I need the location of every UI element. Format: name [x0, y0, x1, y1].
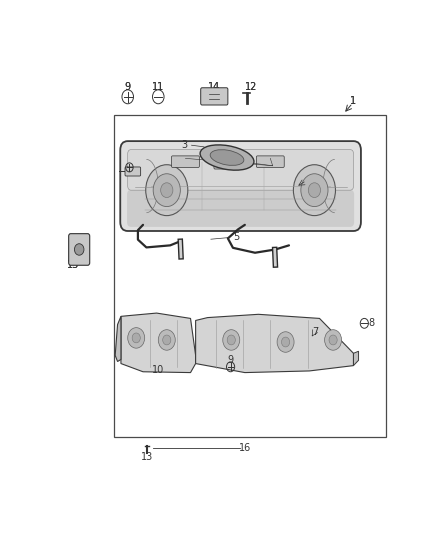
Text: 9: 9: [125, 82, 131, 92]
Text: 4: 4: [272, 161, 278, 172]
Circle shape: [293, 165, 336, 216]
Text: 16: 16: [240, 443, 252, 453]
Text: 15: 15: [67, 260, 80, 270]
Text: 11: 11: [152, 82, 164, 92]
Text: 1: 1: [350, 96, 357, 106]
Circle shape: [308, 183, 321, 198]
Text: 5: 5: [233, 232, 240, 242]
Circle shape: [329, 335, 337, 345]
FancyBboxPatch shape: [120, 141, 361, 231]
Circle shape: [162, 335, 171, 345]
Polygon shape: [115, 317, 121, 361]
Text: 7: 7: [312, 327, 318, 336]
Circle shape: [223, 330, 240, 350]
Text: 6: 6: [306, 175, 312, 185]
Circle shape: [153, 174, 180, 207]
FancyBboxPatch shape: [128, 150, 353, 190]
Circle shape: [325, 330, 342, 350]
FancyBboxPatch shape: [127, 190, 354, 227]
Text: 12: 12: [245, 82, 257, 92]
Text: 2: 2: [126, 166, 132, 176]
Text: 14: 14: [208, 82, 220, 92]
Polygon shape: [196, 314, 353, 373]
FancyBboxPatch shape: [125, 167, 141, 176]
Circle shape: [158, 330, 175, 350]
Text: 3: 3: [181, 140, 187, 150]
FancyBboxPatch shape: [256, 156, 284, 167]
FancyBboxPatch shape: [201, 88, 228, 105]
Text: 12: 12: [245, 82, 257, 92]
Text: 15: 15: [67, 260, 80, 270]
Circle shape: [161, 183, 173, 198]
FancyBboxPatch shape: [172, 156, 199, 167]
Circle shape: [132, 333, 140, 343]
Circle shape: [146, 165, 188, 216]
Text: 9: 9: [227, 356, 233, 365]
Circle shape: [74, 244, 84, 255]
Ellipse shape: [200, 145, 254, 170]
Circle shape: [277, 332, 294, 352]
Text: 11: 11: [152, 82, 164, 92]
FancyBboxPatch shape: [214, 158, 242, 169]
Polygon shape: [121, 313, 196, 373]
Ellipse shape: [210, 150, 244, 165]
Text: 1: 1: [350, 96, 357, 106]
Text: 10: 10: [152, 365, 164, 375]
Text: 13: 13: [141, 452, 153, 462]
Circle shape: [227, 335, 235, 345]
FancyBboxPatch shape: [69, 233, 90, 265]
Text: 9: 9: [125, 82, 131, 92]
Bar: [114, 115, 386, 438]
Circle shape: [128, 328, 145, 348]
Circle shape: [301, 174, 328, 207]
Circle shape: [282, 337, 290, 347]
Text: 8: 8: [368, 318, 374, 328]
Polygon shape: [353, 351, 359, 366]
Text: 14: 14: [208, 82, 220, 92]
